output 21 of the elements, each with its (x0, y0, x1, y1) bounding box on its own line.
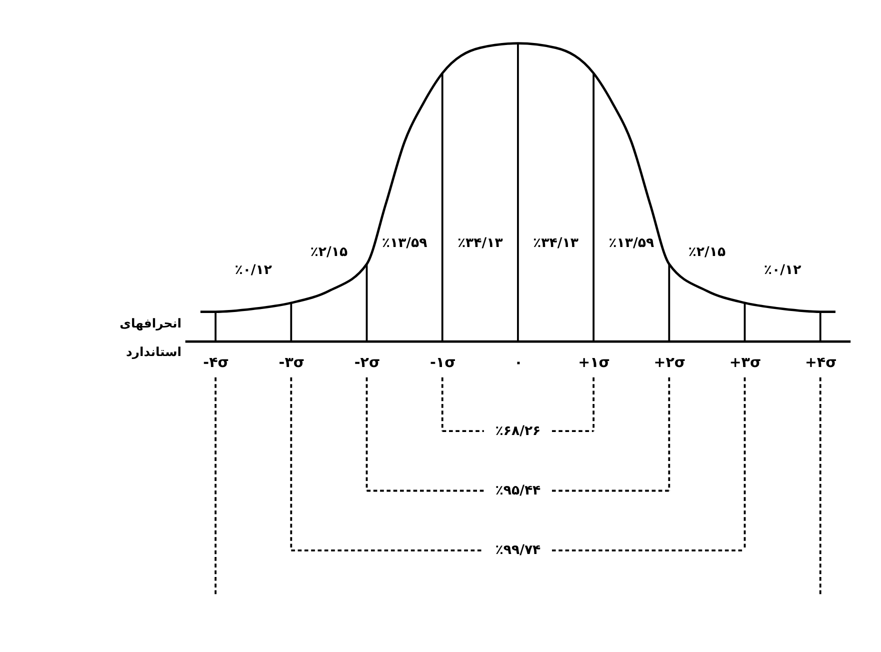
text: ٪۹۹/۷۴ (495, 543, 541, 558)
x-tick-label: +۴σ (804, 354, 837, 371)
x-tick-label: ۰ (514, 354, 523, 371)
x-tick-label: +۳σ (729, 354, 762, 371)
annotation: ٪۳۴/۱۳ (533, 236, 578, 251)
annotation: ٪۱۳/۵۹ (608, 236, 654, 251)
annotation: ٪۰/۱۲ (234, 262, 272, 278)
x-tick-label: -۳σ (278, 354, 304, 371)
annotation: ٪۲/۱۵ (310, 244, 348, 260)
x-tick-label: -۱σ (430, 354, 456, 371)
x-tick-label: -۴σ (203, 354, 229, 371)
annotation: ٪۲/۱۵ (688, 244, 726, 260)
text: ٪۶۸/۲۶ (495, 424, 541, 439)
annotation: ٪۳۴/۱۳ (457, 236, 503, 251)
x-tick-label: -۲σ (354, 354, 380, 371)
annotation: ٪۱۳/۵۹ (382, 236, 428, 251)
x-tick-label: +۲σ (654, 354, 686, 371)
annotation: ٪۰/۱۲ (764, 262, 802, 278)
x-axis-title: انحرافهای استاندارد (120, 316, 182, 360)
text: ٪۹۵/۴۴ (495, 484, 541, 499)
x-tick-label: +۱σ (578, 354, 610, 371)
